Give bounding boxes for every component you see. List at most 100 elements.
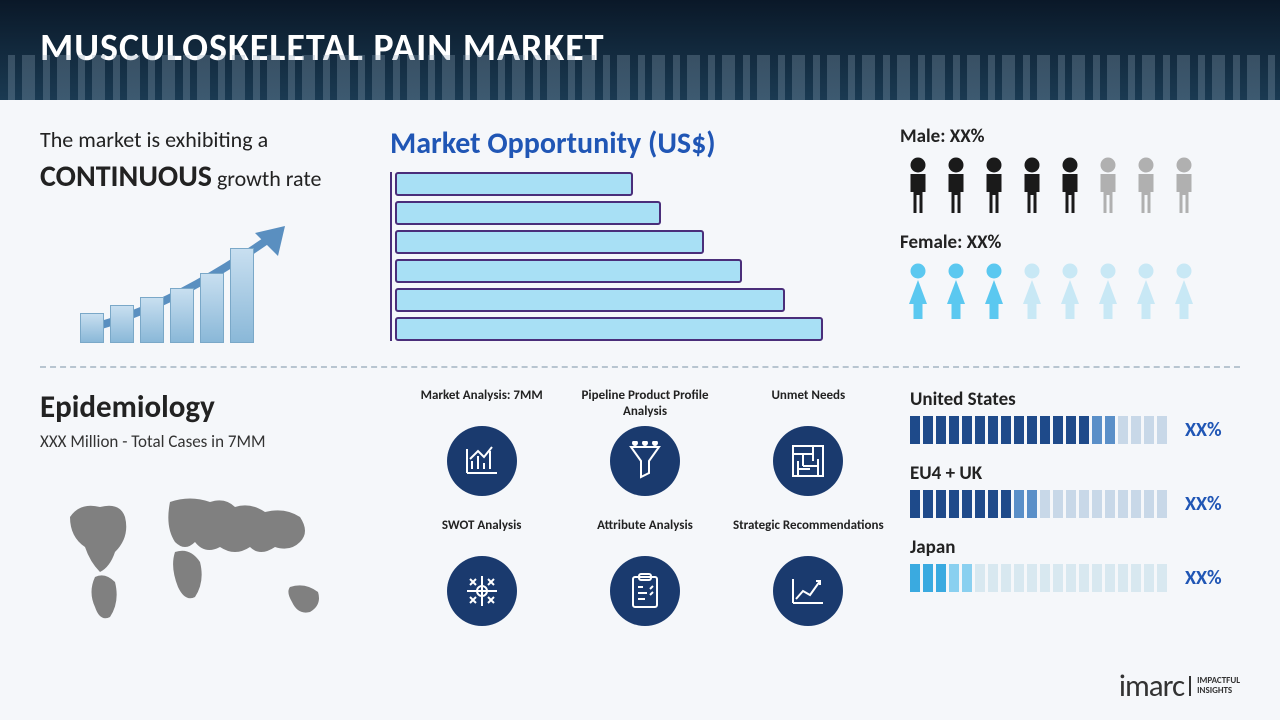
female-icons-row — [900, 262, 1240, 317]
region-bars-row: XX% — [910, 564, 1240, 592]
region-bar — [1144, 564, 1154, 592]
region-bar — [1027, 490, 1037, 518]
opportunity-bar — [395, 230, 704, 254]
region-bar — [923, 564, 933, 592]
logo-text: imarc — [1119, 667, 1184, 705]
region-bar — [1053, 416, 1063, 444]
region-name: EU4 + UK — [910, 462, 1240, 485]
region-bar — [936, 564, 946, 592]
growth-bar — [170, 288, 194, 343]
epidemiology-panel: Epidemiology XXX Million - Total Cases i… — [40, 388, 380, 632]
region-bar — [1001, 564, 1011, 592]
region-bar — [1066, 490, 1076, 518]
female-person-icon — [1052, 262, 1088, 317]
region-bars-row: XX% — [910, 416, 1240, 444]
region-bar — [1079, 490, 1089, 518]
region-bar — [962, 416, 972, 444]
feature-label: Pipeline Product Profile Analysis — [568, 388, 721, 420]
feature-label: Attribute Analysis — [568, 518, 721, 550]
region-percent: XX% — [1185, 418, 1222, 442]
region-bar — [1040, 416, 1050, 444]
region-bars-row: XX% — [910, 490, 1240, 518]
region-name: United States — [910, 388, 1240, 411]
opportunity-bar — [395, 172, 633, 196]
region-bar — [1118, 564, 1128, 592]
region-bar — [1040, 490, 1050, 518]
region-bar — [1014, 416, 1024, 444]
region-bar — [1014, 490, 1024, 518]
region-bar — [923, 490, 933, 518]
region-bar — [1027, 416, 1037, 444]
region-item: EU4 + UK XX% — [910, 462, 1240, 518]
growth-bar — [80, 313, 104, 343]
growth-highlight: CONTINUOUS — [40, 158, 212, 195]
region-bar — [988, 416, 998, 444]
region-bar — [923, 416, 933, 444]
region-bar — [1157, 490, 1167, 518]
logo-tagline: IMPACTFUL INSIGHTS — [1189, 676, 1240, 696]
growth-panel: The market is exhibiting a CONTINUOUS gr… — [40, 125, 360, 346]
region-bar — [1144, 490, 1154, 518]
maze-icon — [773, 426, 843, 496]
male-person-icon — [900, 156, 936, 211]
region-bar — [949, 564, 959, 592]
feature-item: Pipeline Product Profile Analysis — [568, 388, 721, 503]
region-bar — [1092, 564, 1102, 592]
region-bar — [910, 564, 920, 592]
feature-item: Market Analysis: 7MM — [405, 388, 558, 503]
female-person-icon — [938, 262, 974, 317]
feature-label: SWOT Analysis — [405, 518, 558, 550]
growth-bars — [80, 243, 254, 343]
brand-logo: imarc IMPACTFUL INSIGHTS — [1119, 667, 1240, 705]
region-bar — [910, 490, 920, 518]
region-bar — [1105, 490, 1115, 518]
female-person-icon — [976, 262, 1012, 317]
top-section: The market is exhibiting a CONTINUOUS gr… — [0, 100, 1280, 361]
region-bar — [1144, 416, 1154, 444]
male-person-icon — [1166, 156, 1202, 211]
region-bar — [1118, 490, 1128, 518]
growth-bar — [140, 297, 164, 343]
feature-item: Unmet Needs — [732, 388, 885, 503]
region-percent: XX% — [1185, 566, 1222, 590]
region-bar — [1027, 564, 1037, 592]
section-divider — [40, 366, 1240, 368]
region-bar — [975, 490, 985, 518]
chart-icon — [447, 426, 517, 496]
male-person-icon — [976, 156, 1012, 211]
funnel-icon — [610, 426, 680, 496]
female-person-icon — [1166, 262, 1202, 317]
male-person-icon — [1014, 156, 1050, 211]
region-bar — [1001, 416, 1011, 444]
opportunity-bar — [395, 201, 661, 225]
male-person-icon — [1052, 156, 1088, 211]
feature-label: Strategic Recommendations — [732, 518, 885, 550]
region-bar — [1131, 564, 1141, 592]
male-person-icon — [938, 156, 974, 211]
regions-panel: United StatesXX%EU4 + UKXX%JapanXX% — [910, 388, 1240, 632]
bottom-section: Epidemiology XXX Million - Total Cases i… — [0, 373, 1280, 647]
header-banner: MUSCULOSKELETAL PAIN MARKET — [0, 0, 1280, 100]
region-bar — [949, 416, 959, 444]
female-person-icon — [1090, 262, 1126, 317]
region-bar — [1092, 416, 1102, 444]
epi-subtitle: XXX Million - Total Cases in 7MM — [40, 431, 380, 452]
feature-item: Attribute Analysis — [568, 518, 721, 633]
region-bar — [1001, 490, 1011, 518]
region-bar — [1053, 490, 1063, 518]
region-bar — [1131, 490, 1141, 518]
feature-item: Strategic Recommendations — [732, 518, 885, 633]
region-bar — [1131, 416, 1141, 444]
region-bar — [1066, 416, 1076, 444]
male-label: Male: XX% — [900, 125, 1240, 148]
female-label: Female: XX% — [900, 231, 1240, 254]
opportunity-chart — [390, 172, 870, 341]
feature-icons-grid: Market Analysis: 7MM Pipeline Product Pro… — [405, 388, 885, 632]
region-bar — [1079, 564, 1089, 592]
region-bar — [962, 564, 972, 592]
region-bar — [988, 490, 998, 518]
region-percent: XX% — [1185, 492, 1222, 516]
region-bar — [910, 416, 920, 444]
opportunity-bar — [395, 317, 823, 341]
growth-text: The market is exhibiting a CONTINUOUS gr… — [40, 125, 360, 198]
